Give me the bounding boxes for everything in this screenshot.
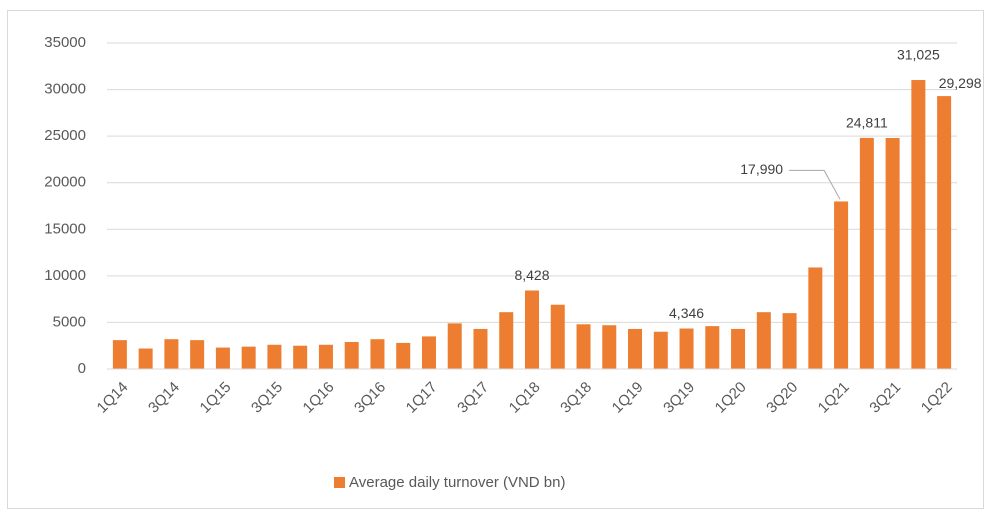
value-label: 8,428 xyxy=(514,267,549,283)
value-label: 29,298 xyxy=(939,75,982,91)
y-tick-label: 35000 xyxy=(44,34,86,51)
bar xyxy=(937,96,952,370)
y-tick-label: 20000 xyxy=(44,174,86,191)
bar xyxy=(138,348,153,369)
value-label: 17,990 xyxy=(740,161,783,177)
value-label: 31,025 xyxy=(897,47,940,63)
bar xyxy=(421,336,436,369)
y-tick-label: 0 xyxy=(78,360,86,377)
bar xyxy=(653,331,668,369)
bar xyxy=(628,328,643,369)
bar xyxy=(267,344,282,369)
chart-border xyxy=(7,10,984,509)
bar xyxy=(293,345,308,369)
bar xyxy=(447,323,462,369)
legend-swatch xyxy=(334,477,345,488)
bar xyxy=(576,324,591,369)
bar xyxy=(164,339,179,369)
bar xyxy=(731,328,746,369)
bar xyxy=(215,347,230,369)
value-label: 4,346 xyxy=(669,305,704,321)
bar xyxy=(241,346,256,369)
bar xyxy=(318,344,333,369)
bar xyxy=(112,340,127,369)
bar xyxy=(834,201,849,369)
bar xyxy=(344,341,359,369)
leader-line xyxy=(789,169,841,200)
bar xyxy=(190,340,205,369)
y-tick-label: 5000 xyxy=(53,313,86,330)
bar xyxy=(550,304,565,369)
legend-label: Average daily turnover (VND bn) xyxy=(349,474,566,491)
bar xyxy=(473,328,488,369)
bar xyxy=(808,267,823,369)
y-tick-label: 10000 xyxy=(44,267,86,284)
bar xyxy=(705,326,720,369)
bar xyxy=(370,339,385,369)
bar xyxy=(885,138,900,369)
bar xyxy=(525,290,539,369)
bar xyxy=(782,313,797,369)
bar xyxy=(911,80,926,369)
bar xyxy=(679,328,694,369)
bar xyxy=(396,342,411,369)
y-tick-label: 25000 xyxy=(44,127,86,144)
bar xyxy=(756,312,771,369)
value-label: 24,811 xyxy=(846,115,888,131)
y-tick-label: 15000 xyxy=(44,220,86,237)
bar xyxy=(602,325,617,369)
bar xyxy=(499,312,514,369)
bar xyxy=(859,137,874,369)
y-tick-label: 30000 xyxy=(44,81,86,98)
